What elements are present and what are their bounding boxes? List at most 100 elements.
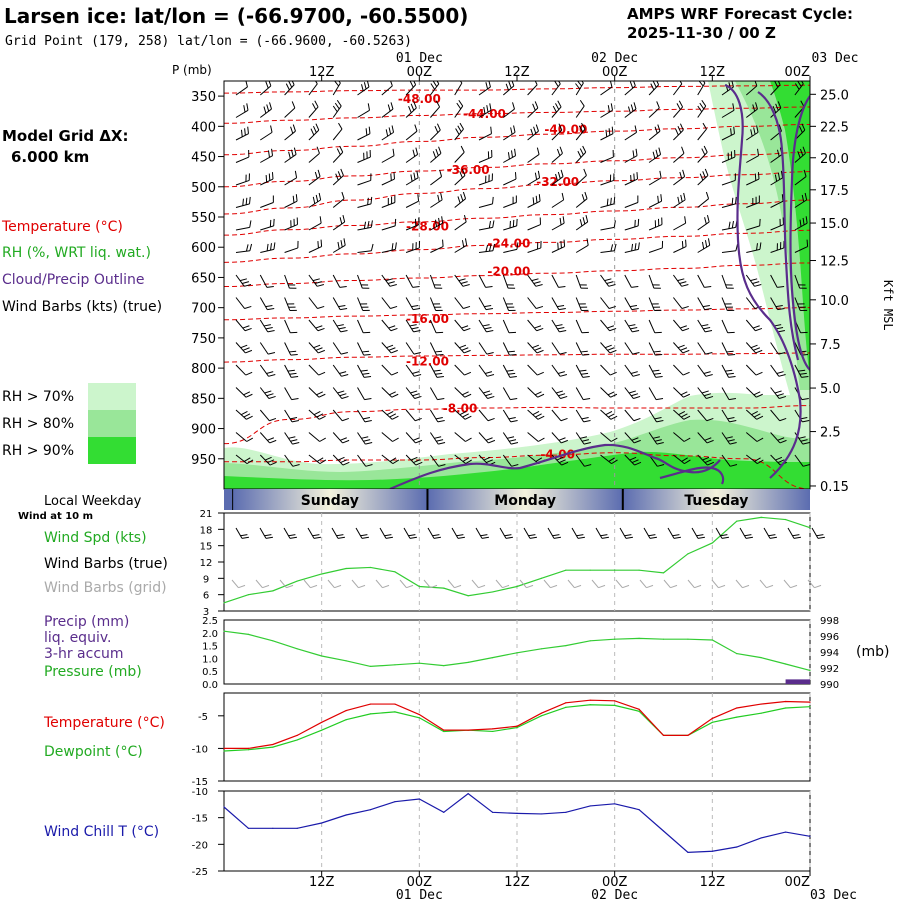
wind-barb-flag (488, 244, 492, 252)
wind-barb-flag (701, 148, 706, 156)
isotherm-line (224, 124, 810, 156)
wind-barb (332, 274, 341, 288)
wind-barb (648, 107, 660, 118)
wind-barb (478, 226, 493, 231)
wind-barb-flag (342, 215, 346, 223)
wind-barb (235, 297, 246, 309)
wind-barb (478, 133, 492, 141)
wind-barb-flag (608, 457, 616, 462)
wind-barb-flag (705, 330, 713, 333)
wind-barb (770, 177, 783, 186)
isotherm-label: -48.00 (398, 92, 441, 106)
wind-barb-flag (430, 83, 436, 90)
wind-barb-flag (460, 281, 468, 284)
wind-barb-flag (797, 81, 802, 87)
wind-barb-flag (318, 393, 326, 398)
wind-barb-flag (654, 417, 662, 420)
forecast-cycle-label: AMPS WRF Forecast Cycle: (627, 5, 853, 23)
wind-barb (284, 107, 296, 118)
wind-chill-line-point (272, 827, 274, 829)
wind-barb (673, 387, 684, 398)
wind-chill-line-point (443, 811, 445, 813)
wind-barb-flag (312, 125, 317, 133)
wind-barb-flag (318, 371, 326, 376)
cross-section-panel: -48.00-44.00-40.00-36.00-32.00-28.00-24.… (223, 80, 811, 490)
wind-barb-flag (492, 196, 494, 204)
wind-barb (357, 409, 366, 423)
wind-barb (429, 454, 440, 467)
wind-barb-flag (459, 411, 467, 416)
wind-barb-flag (679, 81, 683, 85)
wind-barb-flag (291, 398, 299, 401)
wind-barb (405, 409, 416, 422)
wind-barb (381, 248, 396, 253)
wind-barb-flag (682, 349, 690, 354)
wind-barb-grid-flag (310, 584, 318, 589)
wind-barb-true-flag (817, 536, 825, 539)
wind-barb-flag (362, 417, 371, 420)
wind-barb (697, 274, 705, 288)
wind-barb-flag (461, 325, 469, 329)
pressure-tick-label: 998 (820, 616, 839, 627)
wind-barb-flag (637, 242, 640, 250)
isotherms-layer: -48.00-44.00-40.00-36.00-32.00-28.00-24.… (224, 84, 810, 489)
wind-barb-flag (410, 103, 415, 111)
pressure-tick-label: 500 (191, 181, 216, 196)
wind-barb-flag (263, 324, 271, 327)
wind-barb (697, 364, 707, 377)
isotherm-line (224, 199, 810, 236)
wind-barb-true-flag (793, 536, 801, 539)
wind-barb-flag (777, 172, 781, 180)
wind-barb-flag (390, 173, 392, 181)
temperature-line-point (638, 708, 640, 710)
wind-barb (357, 203, 372, 208)
dewpoint-line-point (736, 716, 738, 718)
wind-barb-flag (436, 375, 444, 378)
wind-barb (235, 250, 250, 253)
wind-barb-grid-flag (742, 584, 750, 589)
wind-barb (429, 432, 439, 445)
wind-barb-flag (340, 168, 344, 176)
wind-barb-flag (780, 170, 784, 178)
top-time-label: 00Z (602, 65, 628, 80)
wind-barb-flag (342, 417, 349, 422)
wind-barb-flag (485, 308, 493, 311)
wind-barb-flag (706, 215, 710, 223)
wind-barb (454, 151, 465, 163)
wind-barb-flag (677, 278, 685, 282)
wind-barb-flag (462, 191, 467, 199)
wind-barb-grid-flag (334, 584, 342, 589)
wind-barb-true-flag (745, 536, 753, 539)
isotherm-line (224, 106, 810, 124)
wind-chill-line-point (760, 837, 762, 839)
wind-barb-flag (337, 456, 345, 461)
wind-barb-flag (459, 344, 467, 349)
wind-barb-flag (462, 391, 469, 396)
dewpoint-line-point (345, 719, 347, 721)
top-time-label: 12Z (309, 65, 335, 80)
isotherm-label: -8.00 (443, 402, 478, 416)
wind-barb-flag (680, 391, 688, 396)
wind-barb-flag (535, 195, 538, 203)
wind-barb (284, 342, 292, 356)
wind-barb (624, 297, 633, 310)
wind-barb-true-flag (624, 534, 632, 537)
wind-barb-flag (409, 324, 417, 327)
wind-barb-flag (413, 172, 416, 180)
wind-barb-flag (246, 103, 249, 111)
wind-barb (575, 198, 588, 208)
dewpoint-line-point (760, 712, 762, 714)
wind-barb-flag (705, 352, 713, 355)
wind-barb (284, 297, 291, 311)
wind-barb (235, 432, 248, 442)
wind-barb (478, 156, 493, 163)
wind-barb-flag (391, 393, 399, 398)
wind-barb (551, 342, 561, 355)
wind-barb-flag (582, 375, 590, 378)
wind-barb-flag (610, 244, 614, 252)
wind-barb-flag (608, 128, 611, 136)
wind-barb (429, 387, 438, 400)
wind-barb-flag (585, 215, 589, 223)
wind-barb-flag (558, 308, 566, 311)
